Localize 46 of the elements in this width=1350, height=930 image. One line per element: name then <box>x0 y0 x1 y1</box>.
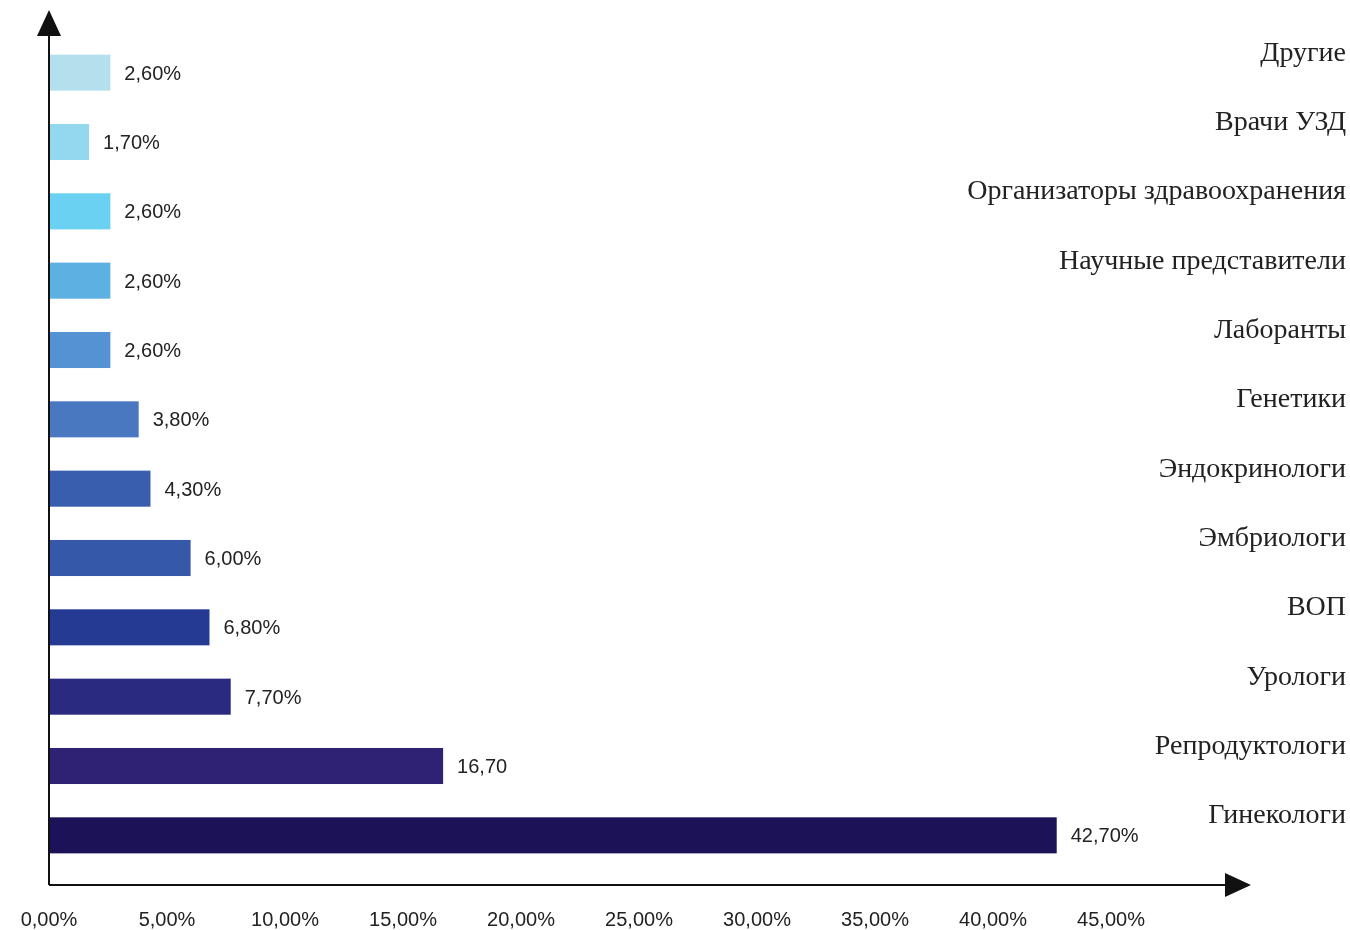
x-tick-label: 5,00% <box>138 908 196 930</box>
x-tick-label: 20,00% <box>487 908 556 930</box>
bar <box>49 678 231 715</box>
y-tick-label: Репродуктологи <box>1154 729 1347 760</box>
data-label: 2,60% <box>124 200 182 223</box>
x-tick-label: 45,00% <box>1077 908 1146 930</box>
bar <box>49 54 111 91</box>
x-tick-label: 35,00% <box>841 908 910 930</box>
y-tick-label: Врачи УЗД <box>1215 105 1346 136</box>
data-label: 2,60% <box>124 61 182 84</box>
x-tick-label: 15,00% <box>369 908 438 930</box>
bar <box>49 123 90 161</box>
data-label: 2,60% <box>124 269 182 292</box>
data-label: 6,00% <box>204 547 262 569</box>
x-tick-label: 30,00% <box>723 908 792 930</box>
bar <box>49 331 111 369</box>
y-tick-label: Генетики <box>1236 382 1347 414</box>
data-label: 3,80% <box>152 408 210 431</box>
bar <box>49 193 111 230</box>
y-tick-label: Другие <box>1260 35 1346 67</box>
data-label: 4,30% <box>164 477 222 500</box>
bar <box>49 539 191 577</box>
bar <box>49 609 210 646</box>
data-label: 42,70% <box>1070 824 1139 847</box>
y-tick-label: Лаборанты <box>1213 313 1347 344</box>
data-label: 16,70 <box>457 755 508 777</box>
data-label: 2,60% <box>124 339 182 361</box>
bar <box>49 817 1057 854</box>
y-tick-label: Урологи <box>1246 659 1347 691</box>
bar <box>49 401 139 438</box>
x-tick-label: 40,00% <box>959 908 1028 930</box>
x-tick-label: 10,00% <box>251 908 320 930</box>
x-tick-label: 0,00% <box>20 908 78 930</box>
data-label: 6,80% <box>223 616 281 639</box>
bar <box>49 262 111 299</box>
bar <box>49 747 444 785</box>
bar <box>49 470 151 507</box>
x-tick-label: 25,00% <box>605 908 674 930</box>
y-tick-label: Гинекологи <box>1208 798 1347 830</box>
data-label: 7,70% <box>244 685 302 708</box>
y-tick-label: Организаторы здравоохранения <box>967 174 1347 206</box>
y-tick-label: Научные представители <box>1058 243 1346 275</box>
data-label: 1,70% <box>103 131 161 153</box>
y-tick-label: ВОП <box>1286 590 1346 622</box>
y-tick-label: Эмбриологи <box>1198 521 1347 552</box>
y-tick-label: Эндокринологи <box>1158 451 1347 483</box>
